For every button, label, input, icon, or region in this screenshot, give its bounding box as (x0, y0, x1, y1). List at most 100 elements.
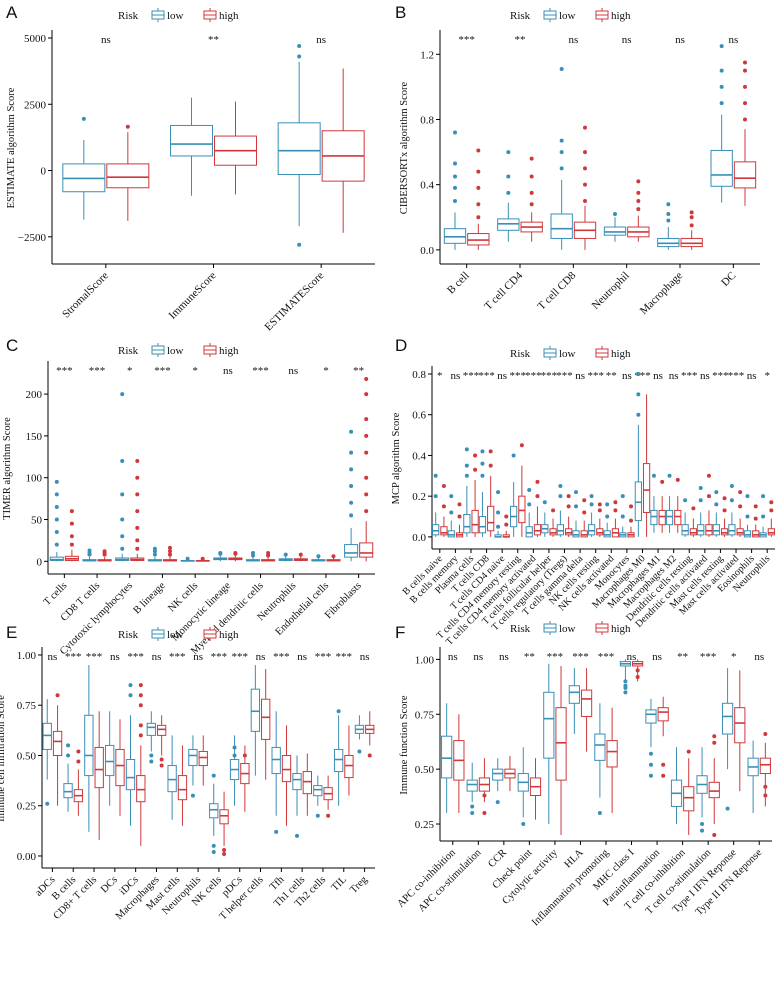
box-low (125, 683, 136, 826)
box-low (443, 130, 467, 250)
box-iqr (712, 524, 720, 536)
outlier-point (743, 84, 747, 89)
outlier-point (666, 212, 671, 216)
outlier-point (453, 185, 457, 190)
outlier-point (719, 68, 724, 73)
y-tick-label: 0 (41, 166, 47, 178)
x-tick-label: B lineage (132, 580, 168, 616)
box-iqr (572, 530, 580, 538)
outlier-point (529, 202, 534, 207)
significance-label: ** (208, 34, 219, 46)
significance-label: ns (288, 365, 298, 377)
outlier-point (120, 458, 125, 463)
box-low (188, 735, 198, 798)
box-iqr (568, 685, 580, 704)
panel-letter: D (395, 336, 407, 355)
outlier-point (651, 473, 656, 478)
outlier-point (135, 458, 140, 463)
legend-label: high (611, 348, 631, 360)
box-high (440, 483, 448, 537)
outlier-point (87, 548, 92, 553)
box-iqr (302, 771, 312, 795)
y-tick-label: 0.75 (17, 700, 37, 712)
box-iqr (167, 765, 177, 793)
box-iqr (705, 524, 713, 536)
box-iqr (441, 735, 453, 779)
outlier-point (743, 101, 747, 106)
panel-a: A Risk low high −2500 0 2500 5000 ESTIMATE algor… (6, 3, 375, 333)
box-low (42, 699, 52, 806)
significance-label: *** (252, 365, 269, 377)
x-tick-label: Neutrophil (590, 270, 632, 312)
legend: Risk low high (118, 627, 239, 641)
outlier-point (453, 161, 457, 166)
significance-label: ns (622, 34, 632, 46)
box-high (487, 449, 495, 537)
box-low (665, 473, 674, 533)
outlier-point (476, 185, 481, 190)
outlier-point (623, 683, 628, 688)
legend-label: high (219, 629, 239, 641)
box-low (594, 703, 606, 816)
significance-label: *** (231, 651, 248, 663)
outlier-point (476, 215, 481, 220)
legend: Risk low high (510, 8, 631, 22)
outlier-point (120, 492, 125, 497)
significance-label: *** (728, 370, 745, 382)
significance-label: *** (211, 651, 228, 663)
outlier-point (364, 417, 369, 422)
outlier-point (120, 546, 125, 551)
box-high (478, 758, 491, 816)
outlier-point (712, 833, 717, 837)
outlier-point (712, 740, 717, 745)
y-tick-label: 1.00 (415, 654, 435, 666)
box-high (261, 550, 276, 562)
outlier-point (152, 552, 157, 557)
outlier-point (54, 479, 59, 484)
box-iqr (188, 748, 198, 767)
significance-label: *** (56, 365, 73, 377)
outlier-point (135, 525, 140, 530)
outlier-point (364, 433, 369, 438)
legend-key-high: high (203, 8, 239, 22)
box-iqr (344, 544, 359, 558)
outlier-point (636, 190, 641, 195)
y-tick-label: −2500 (18, 232, 47, 244)
panel-letter: C (6, 336, 18, 355)
box-iqr (156, 724, 167, 736)
box-low (478, 449, 487, 537)
outlier-point (719, 84, 724, 89)
significance-label: *** (65, 651, 82, 663)
outlier-point (433, 494, 438, 499)
outlier-point (714, 502, 719, 507)
outlier-point (135, 509, 140, 514)
box-low (311, 554, 326, 562)
legend-label: high (611, 10, 631, 22)
box-high (733, 60, 757, 206)
box-iqr (271, 746, 281, 775)
outlier-point (605, 502, 610, 507)
y-tick-label: 0.4 (420, 180, 434, 192)
box-iqr (674, 509, 682, 526)
outlier-point (331, 554, 336, 559)
outlier-point (661, 773, 666, 778)
box-high (596, 502, 604, 537)
significance-label: ns (297, 651, 307, 663)
outlier-point (559, 150, 564, 155)
box-iqr (170, 124, 213, 157)
outlier-point (495, 800, 500, 805)
outlier-point (349, 484, 354, 489)
outlier-point (667, 473, 672, 478)
outlier-point (222, 851, 227, 856)
box-high (130, 458, 145, 562)
box-low (180, 556, 195, 562)
box-high (136, 683, 146, 846)
box-iqr (603, 226, 627, 236)
box-low (63, 743, 73, 812)
outlier-point (464, 463, 469, 468)
outlier-point (597, 502, 602, 507)
box-iqr (603, 530, 611, 538)
box-high (720, 496, 729, 537)
outlier-point (488, 449, 493, 454)
